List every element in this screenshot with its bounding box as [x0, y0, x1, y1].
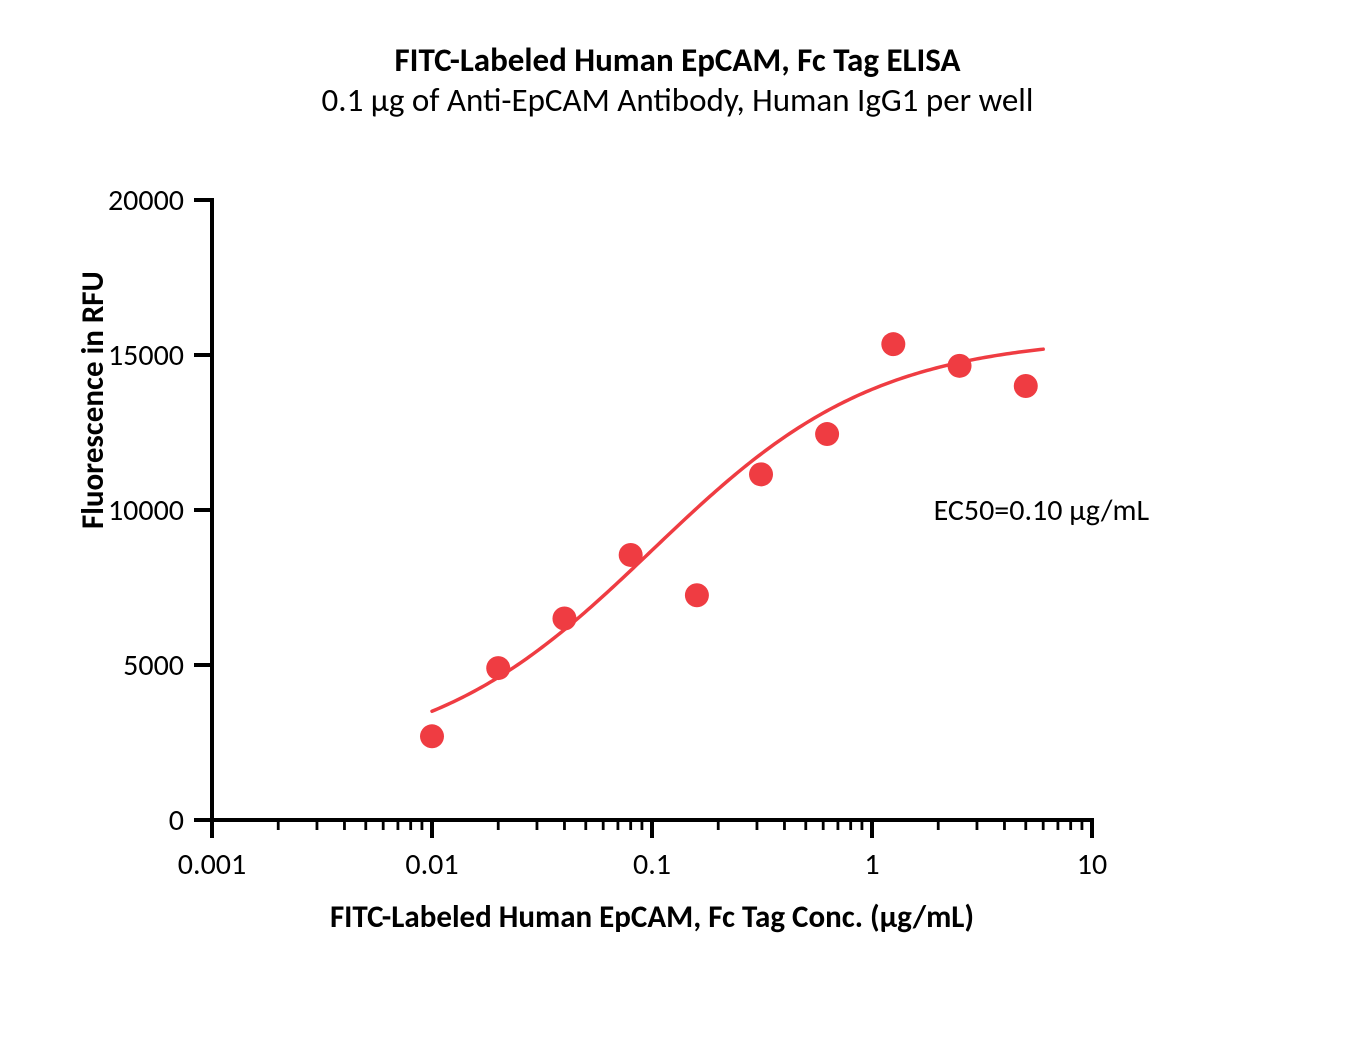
x-tick-label: 1 [864, 846, 879, 883]
x-axis-label: FITC-Labeled Human EpCAM, Fc Tag Conc. (… [212, 898, 1092, 936]
y-tick-label: 20000 [108, 182, 184, 219]
title-block: FITC-Labeled Human EpCAM, Fc Tag ELISA 0… [0, 40, 1355, 120]
figure: FITC-Labeled Human EpCAM, Fc Tag ELISA 0… [0, 0, 1355, 1053]
y-tick-label: 0 [169, 802, 184, 839]
y-tick-label: 10000 [108, 492, 184, 529]
y-axis-label: Fluorescence in RFU [74, 271, 112, 529]
y-tick-label: 15000 [108, 337, 184, 374]
chart-subtitle: 0.1 μg of Anti-EpCAM Antibody, Human IgG… [0, 80, 1355, 120]
x-tick-label: 0.01 [405, 846, 458, 883]
chart-title: FITC-Labeled Human EpCAM, Fc Tag ELISA [0, 40, 1355, 80]
x-tick-label: 10 [1077, 846, 1107, 883]
y-tick-label: 5000 [123, 647, 184, 684]
x-tick-label: 0.1 [633, 846, 671, 883]
ec50-annotation: EC50=0.10 μg/mL [934, 492, 1149, 529]
x-tick-label: 0.001 [178, 846, 246, 883]
